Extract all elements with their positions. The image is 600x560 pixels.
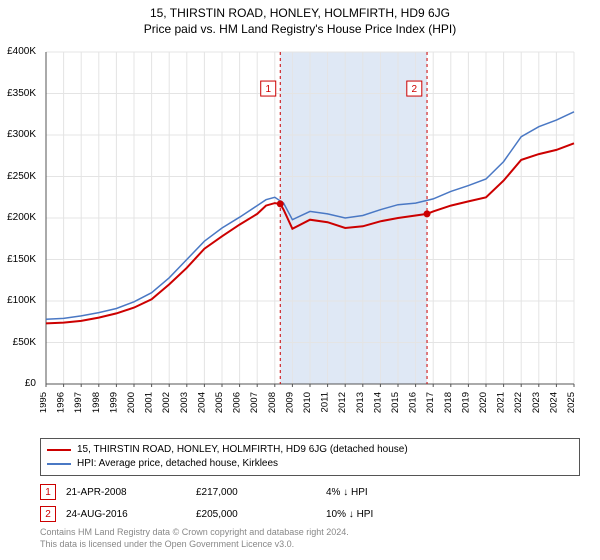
sale-price-1: £217,000 <box>196 487 316 498</box>
svg-text:2006: 2006 <box>232 392 243 413</box>
y-tick-label: £150K <box>7 254 40 265</box>
svg-text:2025: 2025 <box>566 392 577 413</box>
sale-row-2: 2 24-AUG-2016 £205,000 10% ↓ HPI <box>40 506 580 522</box>
chart-subtitle: Price paid vs. HM Land Registry's House … <box>0 22 600 36</box>
chart-title-block: 15, THIRSTIN ROAD, HONLEY, HOLMFIRTH, HD… <box>0 0 600 36</box>
svg-text:2001: 2001 <box>144 392 155 413</box>
chart-legend: 15, THIRSTIN ROAD, HONLEY, HOLMFIRTH, HD… <box>40 438 580 476</box>
svg-text:2011: 2011 <box>320 392 331 412</box>
svg-text:2016: 2016 <box>408 392 419 413</box>
svg-text:2008: 2008 <box>267 392 278 413</box>
svg-text:2022: 2022 <box>513 392 524 413</box>
legend-swatch-property <box>47 449 71 451</box>
y-tick-label: £400K <box>7 46 40 57</box>
sale-marker-2: 2 <box>40 506 56 522</box>
svg-text:2005: 2005 <box>214 392 225 413</box>
svg-text:2000: 2000 <box>126 392 137 413</box>
sale-price-2: £205,000 <box>196 509 316 520</box>
y-tick-label: £50K <box>13 337 40 348</box>
y-tick-label: £300K <box>7 129 40 140</box>
svg-text:2015: 2015 <box>390 392 401 413</box>
svg-text:2023: 2023 <box>531 392 542 413</box>
y-tick-label: £100K <box>7 295 40 306</box>
svg-text:2014: 2014 <box>372 392 383 413</box>
svg-text:2010: 2010 <box>302 392 313 413</box>
y-tick-label: £350K <box>7 88 40 99</box>
svg-text:2004: 2004 <box>196 392 207 413</box>
svg-text:1997: 1997 <box>73 392 84 413</box>
svg-text:2012: 2012 <box>337 392 348 413</box>
svg-text:1999: 1999 <box>108 392 119 413</box>
svg-text:2009: 2009 <box>284 392 295 413</box>
legend-label-hpi: HPI: Average price, detached house, Kirk… <box>77 457 278 471</box>
footer-line-2: This data is licensed under the Open Gov… <box>40 538 580 550</box>
legend-label-property: 15, THIRSTIN ROAD, HONLEY, HOLMFIRTH, HD… <box>77 443 408 457</box>
sale-marker-1: 1 <box>40 484 56 500</box>
svg-text:2007: 2007 <box>249 392 260 413</box>
svg-text:2020: 2020 <box>478 392 489 413</box>
footer-attribution: Contains HM Land Registry data © Crown c… <box>40 526 580 550</box>
svg-text:2017: 2017 <box>425 392 436 413</box>
y-tick-label: £250K <box>7 171 40 182</box>
svg-text:2024: 2024 <box>548 392 559 413</box>
price-chart: 1 2 1995 1996 1997 1998 1999 2000 2001 2002 2003 20… <box>40 46 580 424</box>
chart-title: 15, THIRSTIN ROAD, HONLEY, HOLMFIRTH, HD… <box>0 6 600 20</box>
svg-text:1995: 1995 <box>40 392 49 413</box>
sale-records: 1 21-APR-2008 £217,000 4% ↓ HPI 2 24-AUG… <box>40 478 580 522</box>
y-tick-label: £0 <box>25 378 40 389</box>
footer-line-1: Contains HM Land Registry data © Crown c… <box>40 526 580 538</box>
sale-row-1: 1 21-APR-2008 £217,000 4% ↓ HPI <box>40 484 580 500</box>
legend-row-hpi: HPI: Average price, detached house, Kirk… <box>47 457 573 471</box>
svg-text:2021: 2021 <box>496 392 507 413</box>
sale-delta-2: 10% ↓ HPI <box>326 509 446 520</box>
svg-text:1996: 1996 <box>56 392 67 413</box>
svg-text:2019: 2019 <box>460 392 471 413</box>
svg-text:2: 2 <box>412 84 418 95</box>
sale-delta-1: 4% ↓ HPI <box>326 487 446 498</box>
sale-date-2: 24-AUG-2016 <box>66 509 186 520</box>
svg-text:1: 1 <box>265 84 271 95</box>
sale-date-1: 21-APR-2008 <box>66 487 186 498</box>
legend-row-property: 15, THIRSTIN ROAD, HONLEY, HOLMFIRTH, HD… <box>47 443 573 457</box>
svg-text:1998: 1998 <box>91 392 102 413</box>
svg-text:2003: 2003 <box>179 392 190 413</box>
y-tick-label: £200K <box>7 212 40 223</box>
svg-text:2013: 2013 <box>355 392 366 413</box>
svg-text:2018: 2018 <box>443 392 454 413</box>
legend-swatch-hpi <box>47 463 71 465</box>
svg-text:2002: 2002 <box>161 392 172 413</box>
